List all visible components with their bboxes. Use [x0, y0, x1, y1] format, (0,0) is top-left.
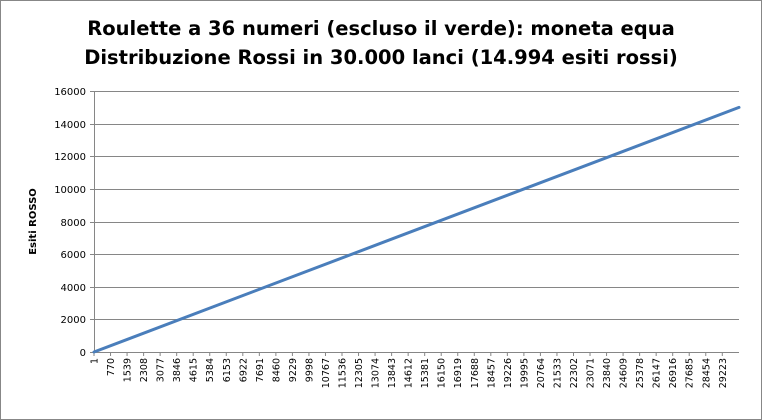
x-tick-label: 16150: [437, 358, 448, 388]
x-tick-label: 3846: [172, 358, 183, 382]
x-tick-label: 21533: [552, 358, 563, 388]
y-axis-label: Esiti ROSSO: [28, 188, 39, 255]
x-tick-label: 3077: [156, 358, 167, 382]
x-tick-label: 13074: [371, 358, 382, 388]
x-tick-label: 13843: [387, 358, 398, 388]
chart-title-line-2: Distribuzione Rossi in 30.000 lanci (14.…: [84, 46, 678, 69]
x-tick-label: 1539: [123, 358, 134, 382]
series-line-0: [92, 105, 741, 354]
x-tick-label: 770: [106, 358, 117, 376]
x-tick-label: 6153: [222, 358, 233, 382]
x-tick-label: 6922: [238, 358, 249, 382]
x-tick-label: 5384: [205, 358, 216, 382]
x-tick-label: 26916: [668, 358, 679, 388]
y-tick-label: 14000: [54, 120, 86, 131]
x-tick-label: 17688: [470, 358, 481, 388]
x-tick-label: 1: [90, 358, 101, 364]
x-tick-label: 25378: [635, 358, 646, 388]
chart-title: Roulette a 36 numeri (escluso il verde):…: [0, 14, 762, 72]
chart-title-line-1: Roulette a 36 numeri (escluso il verde):…: [87, 17, 675, 40]
x-tick-label: 29223: [718, 358, 729, 388]
x-tick-label: 8460: [271, 358, 282, 382]
y-tick-label: 10000: [54, 185, 86, 196]
y-tick-label: 4000: [61, 283, 86, 294]
x-tick-label: 15381: [420, 358, 431, 388]
x-tick-label: 4615: [189, 358, 200, 382]
x-tick-label: 19995: [519, 358, 530, 388]
x-tick-label: 16919: [453, 358, 464, 388]
x-tick-label: 23071: [586, 358, 597, 388]
y-tick-label: 8000: [61, 218, 86, 229]
y-tick-label: 16000: [54, 87, 86, 98]
x-tick-label: 9998: [304, 358, 315, 382]
x-tick-label: 2308: [139, 358, 150, 382]
axes: [90, 91, 739, 356]
y-tick-label: 12000: [54, 152, 86, 163]
x-tick-label: 9229: [288, 358, 299, 382]
series-group: [92, 105, 741, 354]
x-tick-label: 20764: [536, 358, 547, 388]
x-tick-label: 7691: [255, 358, 266, 382]
x-tick-label: 11536: [338, 358, 349, 388]
x-tick-label: 24609: [619, 358, 630, 388]
x-tick-label: 27685: [685, 358, 696, 388]
gridlines: [94, 91, 739, 320]
x-tick-label: 14612: [404, 358, 415, 388]
x-tick-labels: 1 770 1539 2308 3077 3846 4615 5384 6153 6922 7691…: [90, 358, 729, 388]
y-tick-label: 6000: [61, 250, 86, 261]
x-tick-label: 26147: [652, 358, 663, 388]
x-tick-label: 12305: [354, 358, 365, 388]
y-tick-label: 2000: [61, 315, 86, 326]
x-tick-label: 19226: [503, 358, 514, 388]
x-tick-label: 28454: [701, 358, 712, 388]
x-tick-label: 22302: [569, 358, 580, 388]
x-tick-label: 18457: [486, 358, 497, 388]
y-tick-label: 0: [80, 348, 86, 359]
x-tick-label: 23840: [602, 358, 613, 388]
y-tick-labels: 0 2000 4000 6000 8000 10000 12000 14000 16000: [54, 87, 86, 359]
x-tick-label: 10767: [321, 358, 332, 388]
